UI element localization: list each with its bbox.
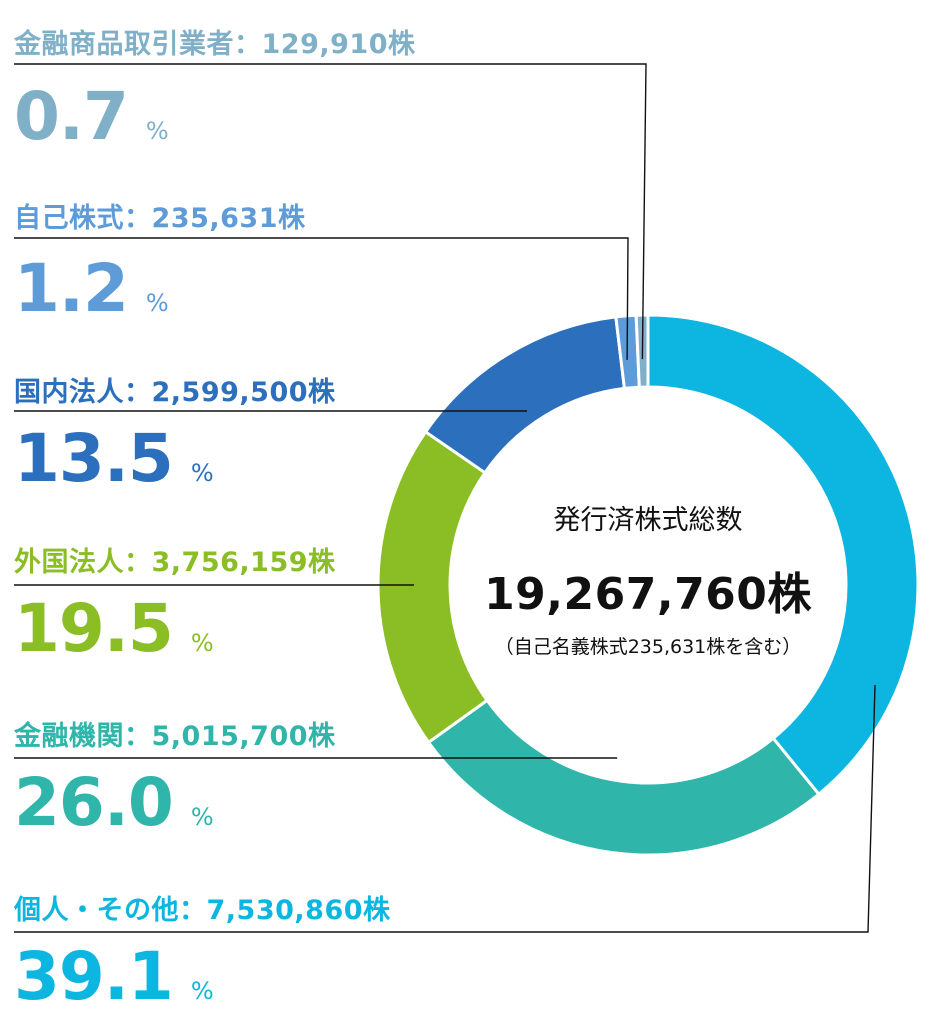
category-name: 金融商品取引業者 (14, 29, 234, 60)
donut-slice-0 (646, 313, 920, 797)
label-domestic-corporations: 国内法人：2,599,500株 (14, 377, 336, 408)
category-name: 金融機関 (14, 721, 124, 752)
pct-foreign-corporations: 19.5% (14, 590, 214, 667)
pct-treasury-stock: 1.2% (14, 250, 169, 327)
label-foreign-corporations: 外国法人：3,756,159株 (14, 547, 336, 578)
donut-slice-1 (426, 698, 821, 857)
center-note: （自己名義株式235,631株を含む） (494, 636, 802, 658)
shares-value: 129,910株 (261, 29, 416, 60)
category-name: 外国法人 (14, 547, 124, 578)
leader-line-5 (14, 63, 647, 360)
percent-unit: % (190, 803, 214, 831)
percent-value: 26.0 (14, 764, 174, 841)
percent-unit: % (190, 459, 214, 487)
shares-value: 3,756,159株 (151, 547, 336, 578)
label-financial-instruments-business: 金融商品取引業者：129,910株 (14, 29, 416, 60)
percent-unit: % (145, 289, 169, 317)
label-treasury-stock: 自己株式：235,631株 (14, 203, 306, 234)
percent-value: 1.2 (14, 250, 129, 327)
shares-value: 7,530,860株 (206, 895, 391, 926)
pct-individuals-other: 39.1% (14, 938, 214, 1015)
category-name: 個人・その他 (14, 895, 179, 926)
pct-financial-instruments-business: 0.7% (14, 78, 169, 155)
percent-value: 39.1 (14, 938, 174, 1015)
percent-unit: % (145, 117, 169, 145)
percent-value: 0.7 (14, 78, 129, 155)
pct-financial-institutions: 26.0% (14, 764, 214, 841)
label-financial-institutions: 金融機関：5,015,700株 (14, 721, 336, 752)
percent-unit: % (190, 977, 214, 1005)
leader-line-0 (14, 684, 876, 933)
leader-line-4 (14, 237, 629, 360)
percent-value: 13.5 (14, 420, 174, 497)
category-name: 自己株式 (14, 203, 124, 234)
pct-domestic-corporations: 13.5% (14, 420, 214, 497)
category-name: 国内法人 (14, 377, 124, 408)
donut-slice-3 (423, 315, 627, 475)
percent-value: 19.5 (14, 590, 174, 667)
center-label: 発行済株式総数 (553, 505, 743, 536)
label-individuals-other: 個人・その他：7,530,860株 (14, 895, 391, 926)
shares-value: 235,631株 (151, 203, 306, 234)
shares-value: 5,015,700株 (151, 721, 336, 752)
center-total-value: 19,267,760株 (484, 569, 812, 620)
shares-value: 2,599,500株 (151, 377, 336, 408)
percent-unit: % (190, 629, 214, 657)
